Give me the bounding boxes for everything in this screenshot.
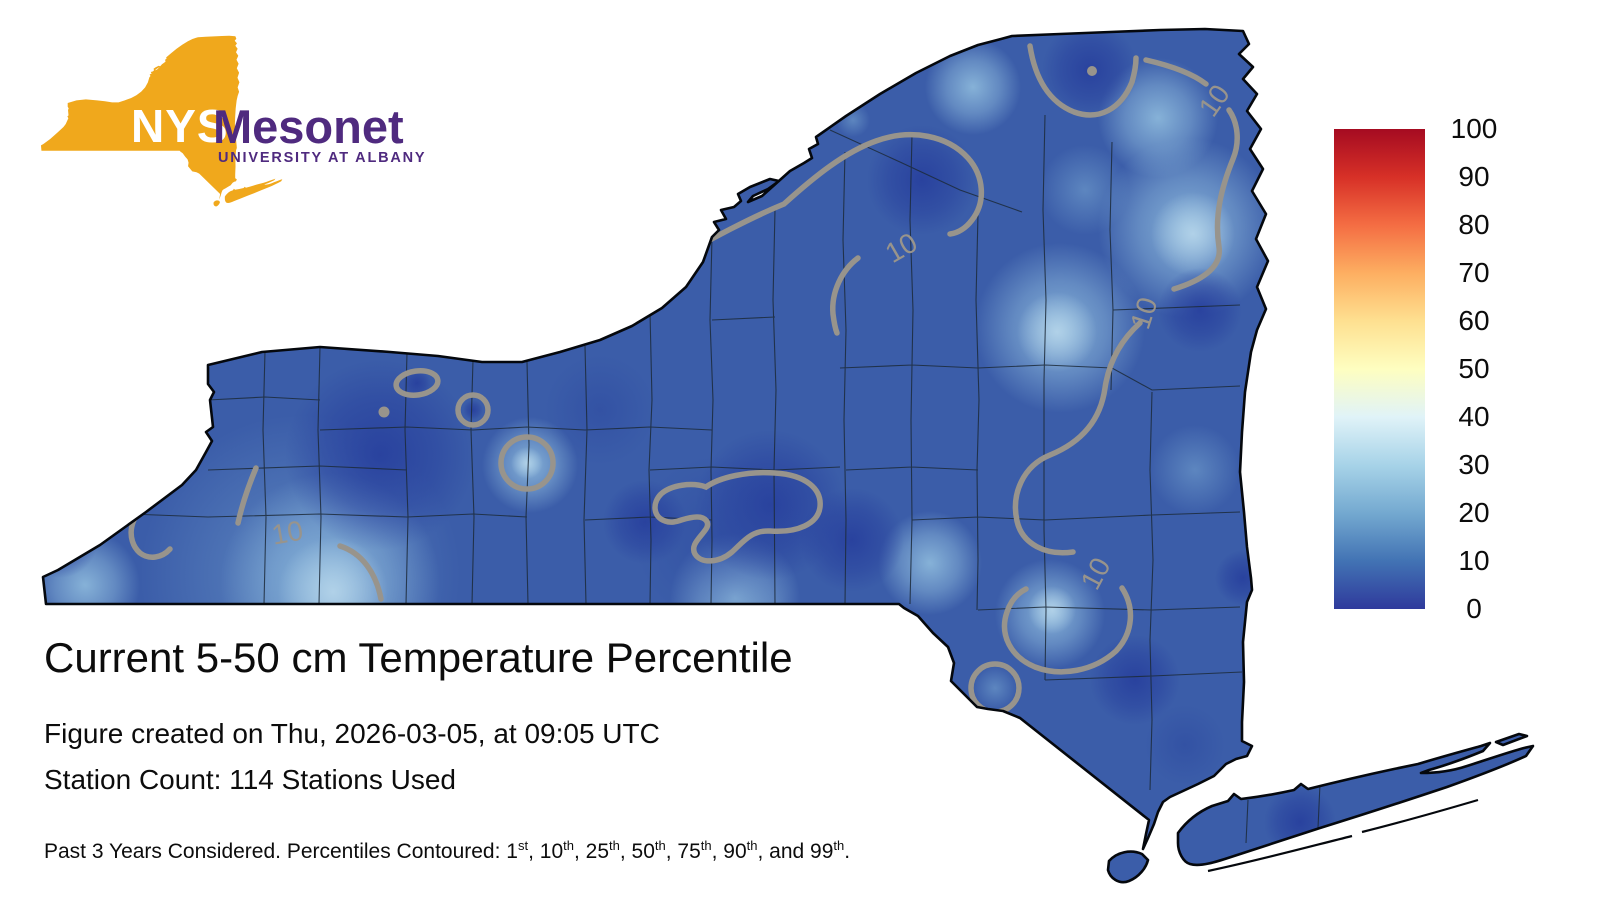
state-outline: [41, 27, 1535, 884]
figure-footnote: Past 3 Years Considered. Percentiles Con…: [44, 838, 851, 863]
colorbar-tick-label: 10: [1458, 545, 1490, 576]
colorbar-tick-label: 0: [1466, 593, 1482, 624]
colorbar-tick-label: 40: [1458, 401, 1490, 432]
station-count-line: Station Count: 114 Stations Used: [44, 764, 456, 795]
colorbar-tick-label: 80: [1458, 209, 1490, 240]
colorbar-tick-label: 50: [1458, 353, 1490, 384]
colorbar-tick-label: 100: [1450, 113, 1498, 144]
colorbar-tick-label: 30: [1458, 449, 1490, 480]
colorbar-tick-label: 90: [1458, 161, 1490, 192]
contour-label: 10: [269, 515, 305, 551]
colorbar-tick-label: 20: [1458, 497, 1490, 528]
county-borders: [45, 114, 1321, 844]
figure-title: Current 5-50 cm Temperature Percentile: [44, 634, 793, 681]
logo-org-name: Mesonet: [213, 100, 404, 153]
colorbar-tick-label: 60: [1458, 305, 1490, 336]
logo-org-abbrev: NYS: [131, 100, 229, 152]
station-dots: [378, 66, 1097, 418]
colorbar-gradient: [1334, 129, 1425, 609]
colorbar-tick-label: 70: [1458, 257, 1490, 288]
logo-tagline: UNIVERSITY AT ALBANY: [218, 150, 427, 166]
colorbar-ticks: 100 90 80 70 60 50 40 30 20 10 0: [1438, 114, 1510, 624]
figure-created-line: Figure created on Thu, 2026-03-05, at 09…: [44, 718, 660, 749]
